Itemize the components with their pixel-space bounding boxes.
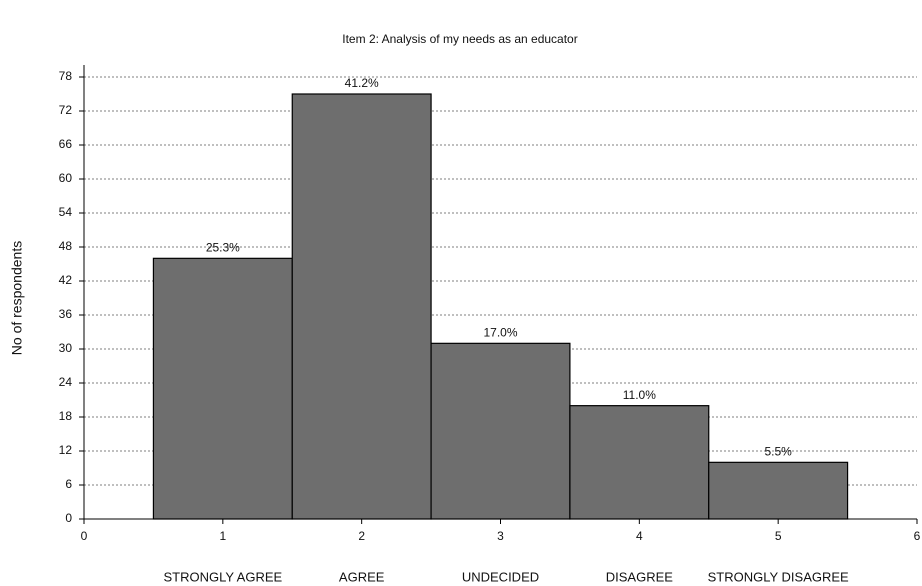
- data-label: 41.2%: [345, 76, 379, 90]
- category-label: DISAGREE: [606, 569, 674, 584]
- y-tick-label: 78: [59, 69, 73, 83]
- y-tick-label: 66: [59, 137, 73, 151]
- bar: [291, 93, 432, 520]
- y-axis-label: No of respondents: [9, 241, 25, 355]
- y-tick-label: 24: [59, 375, 73, 389]
- x-tick-label: 3: [497, 529, 504, 543]
- x-tick-label: 4: [636, 529, 643, 543]
- bar: [708, 461, 849, 520]
- y-tick-label: 6: [65, 477, 72, 491]
- y-tick-label: 48: [59, 239, 73, 253]
- chart-title: Item 2: Analysis of my needs as an educa…: [342, 32, 577, 46]
- x-tick-label: 5: [775, 529, 782, 543]
- data-label: 11.0%: [623, 388, 656, 402]
- y-tick-label: 12: [59, 443, 73, 457]
- y-tick-label: 54: [59, 205, 73, 219]
- category-label: AGREE: [339, 569, 385, 584]
- data-label: 5.5%: [764, 445, 792, 459]
- y-tick-label: 72: [59, 103, 73, 117]
- y-tick-label: 42: [59, 273, 73, 287]
- x-tick-label: 1: [219, 529, 226, 543]
- bar: [430, 342, 571, 520]
- y-tick-label: 0: [65, 511, 72, 525]
- category-label: UNDECIDED: [462, 569, 539, 584]
- bar: [152, 257, 293, 520]
- data-label: 25.3%: [206, 241, 240, 255]
- category-label: STRONGLY AGREE: [163, 569, 282, 584]
- y-tick-label: 36: [59, 307, 73, 321]
- x-tick-label: 0: [81, 529, 88, 543]
- data-label: 17.0%: [483, 326, 517, 340]
- y-tick-label: 60: [59, 171, 73, 185]
- x-tick-label: 2: [358, 529, 365, 543]
- category-label: STRONGLY DISAGREE: [708, 569, 849, 584]
- y-tick-label: 30: [59, 341, 73, 355]
- y-tick-label: 18: [59, 409, 73, 423]
- x-tick-label: 6: [914, 529, 921, 543]
- bar: [569, 405, 710, 520]
